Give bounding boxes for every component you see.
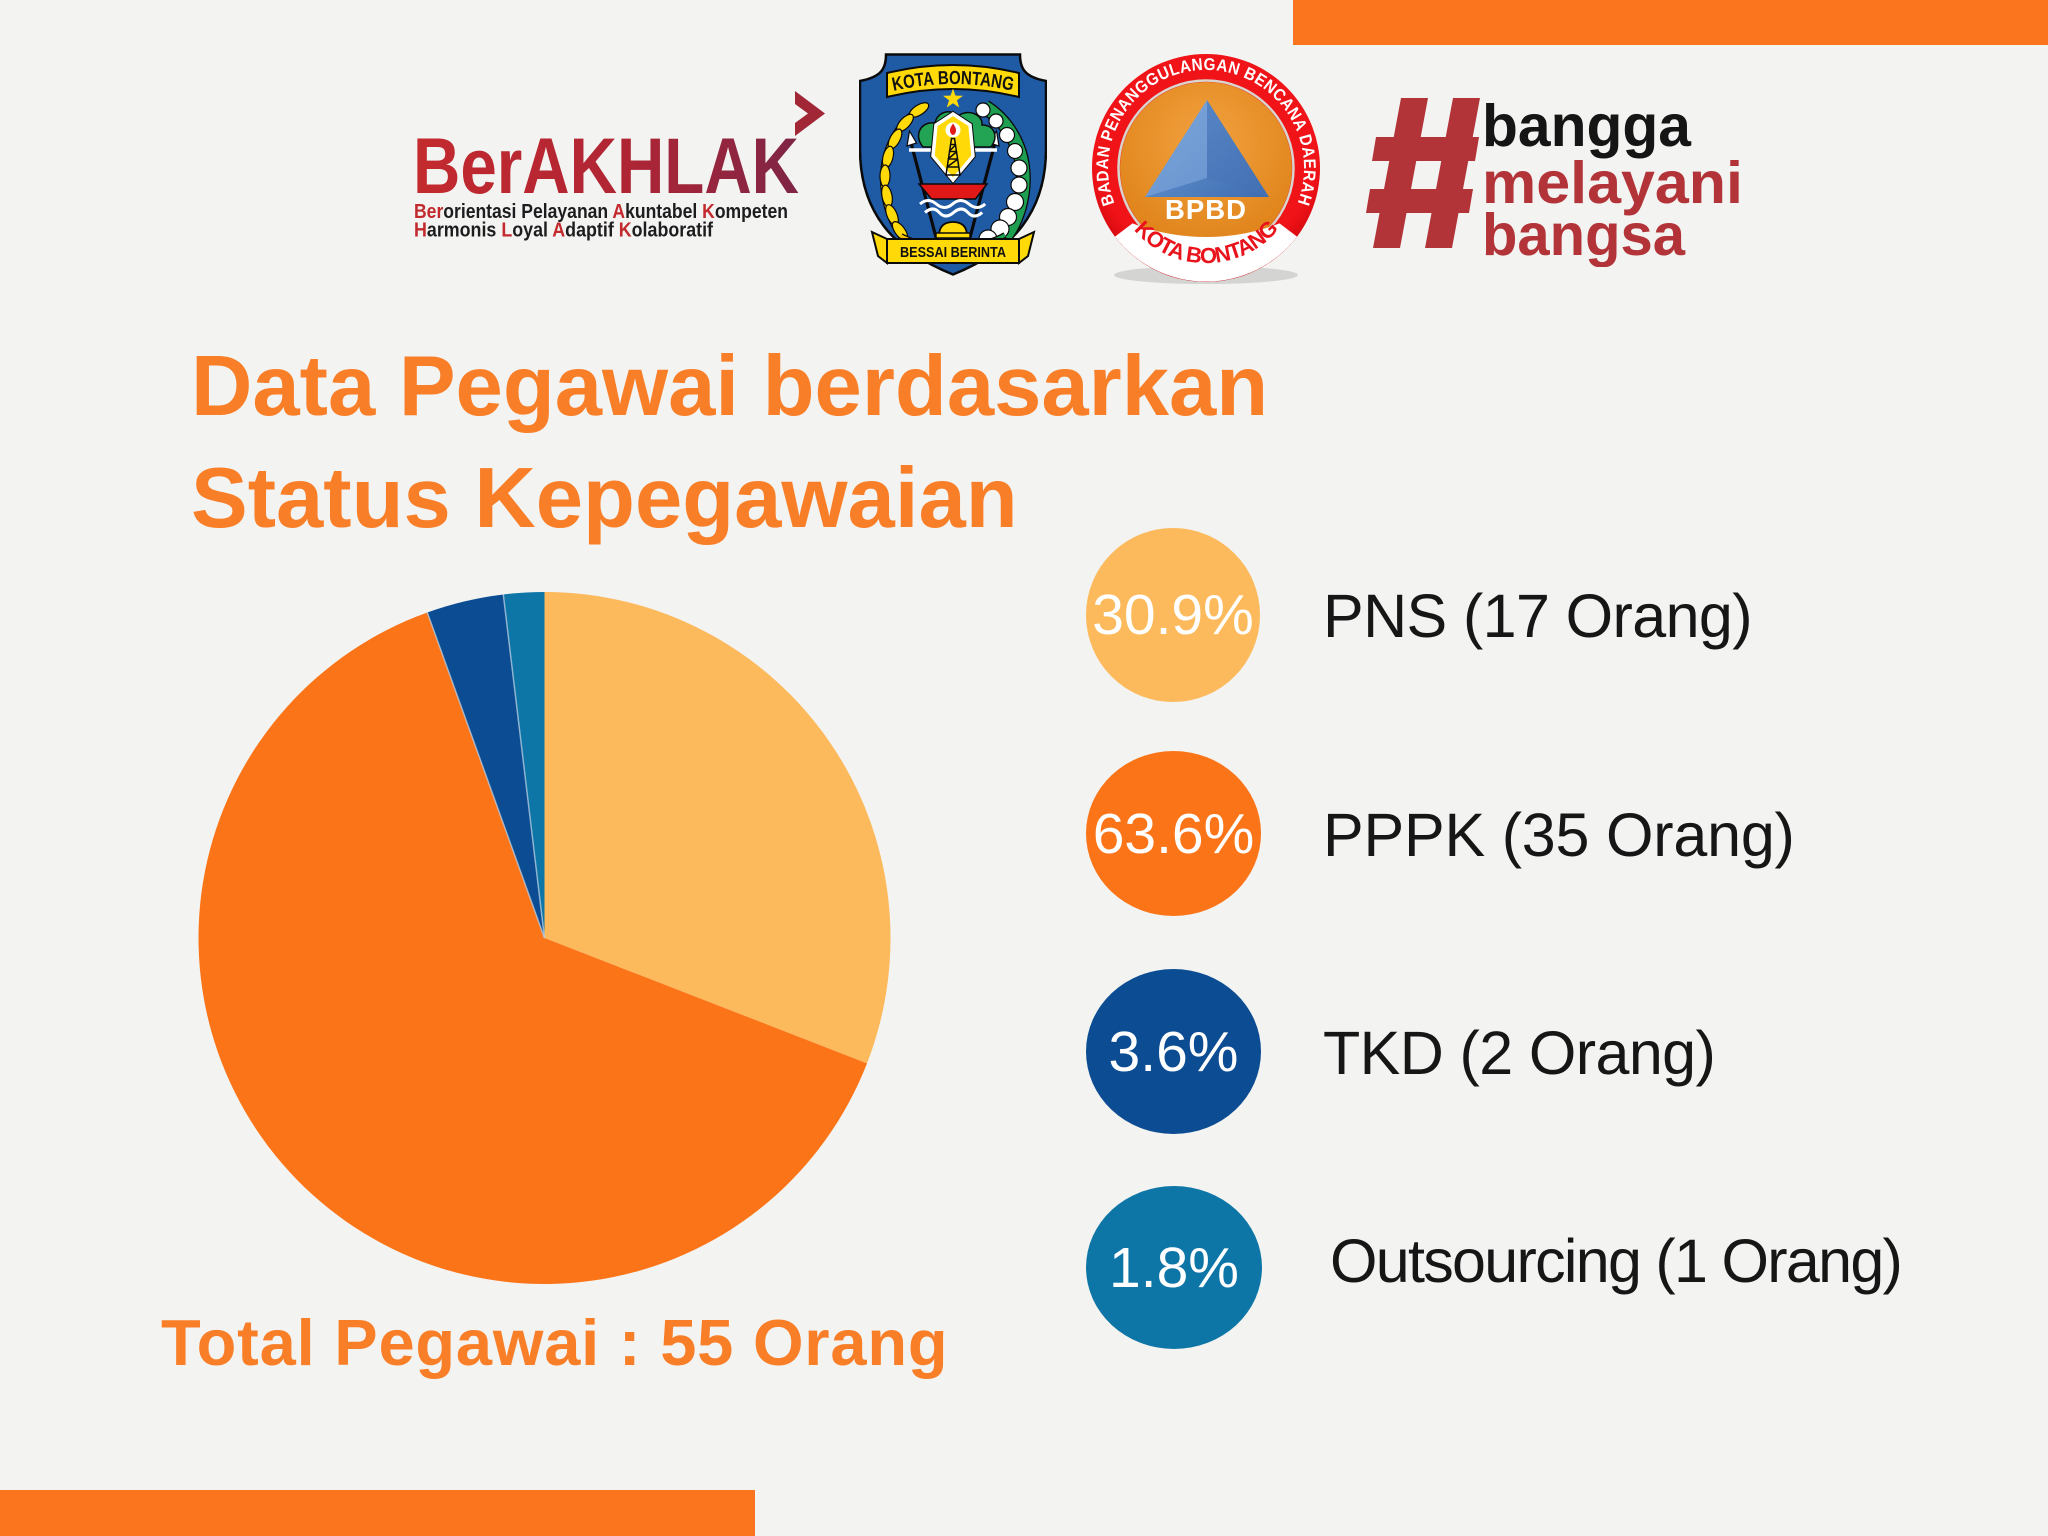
- svg-text:bangsa: bangsa: [1482, 202, 1686, 267]
- svg-text:melayani: melayani: [1482, 150, 1743, 216]
- svg-text:Berorientasi Pelayanan Akuntab: Berorientasi Pelayanan Akuntabel Kompete…: [414, 200, 788, 223]
- svg-text:BESSAI BERINTA: BESSAI BERINTA: [900, 244, 1006, 261]
- svg-text:BerAKHLAK: BerAKHLAK: [413, 121, 799, 210]
- svg-text:Harmonis Loyal Adaptif Kolabor: Harmonis Loyal Adaptif Kolaboratif: [414, 219, 713, 242]
- svg-text:bangga: bangga: [1482, 93, 1692, 159]
- svg-text:BPBD: BPBD: [1165, 194, 1247, 225]
